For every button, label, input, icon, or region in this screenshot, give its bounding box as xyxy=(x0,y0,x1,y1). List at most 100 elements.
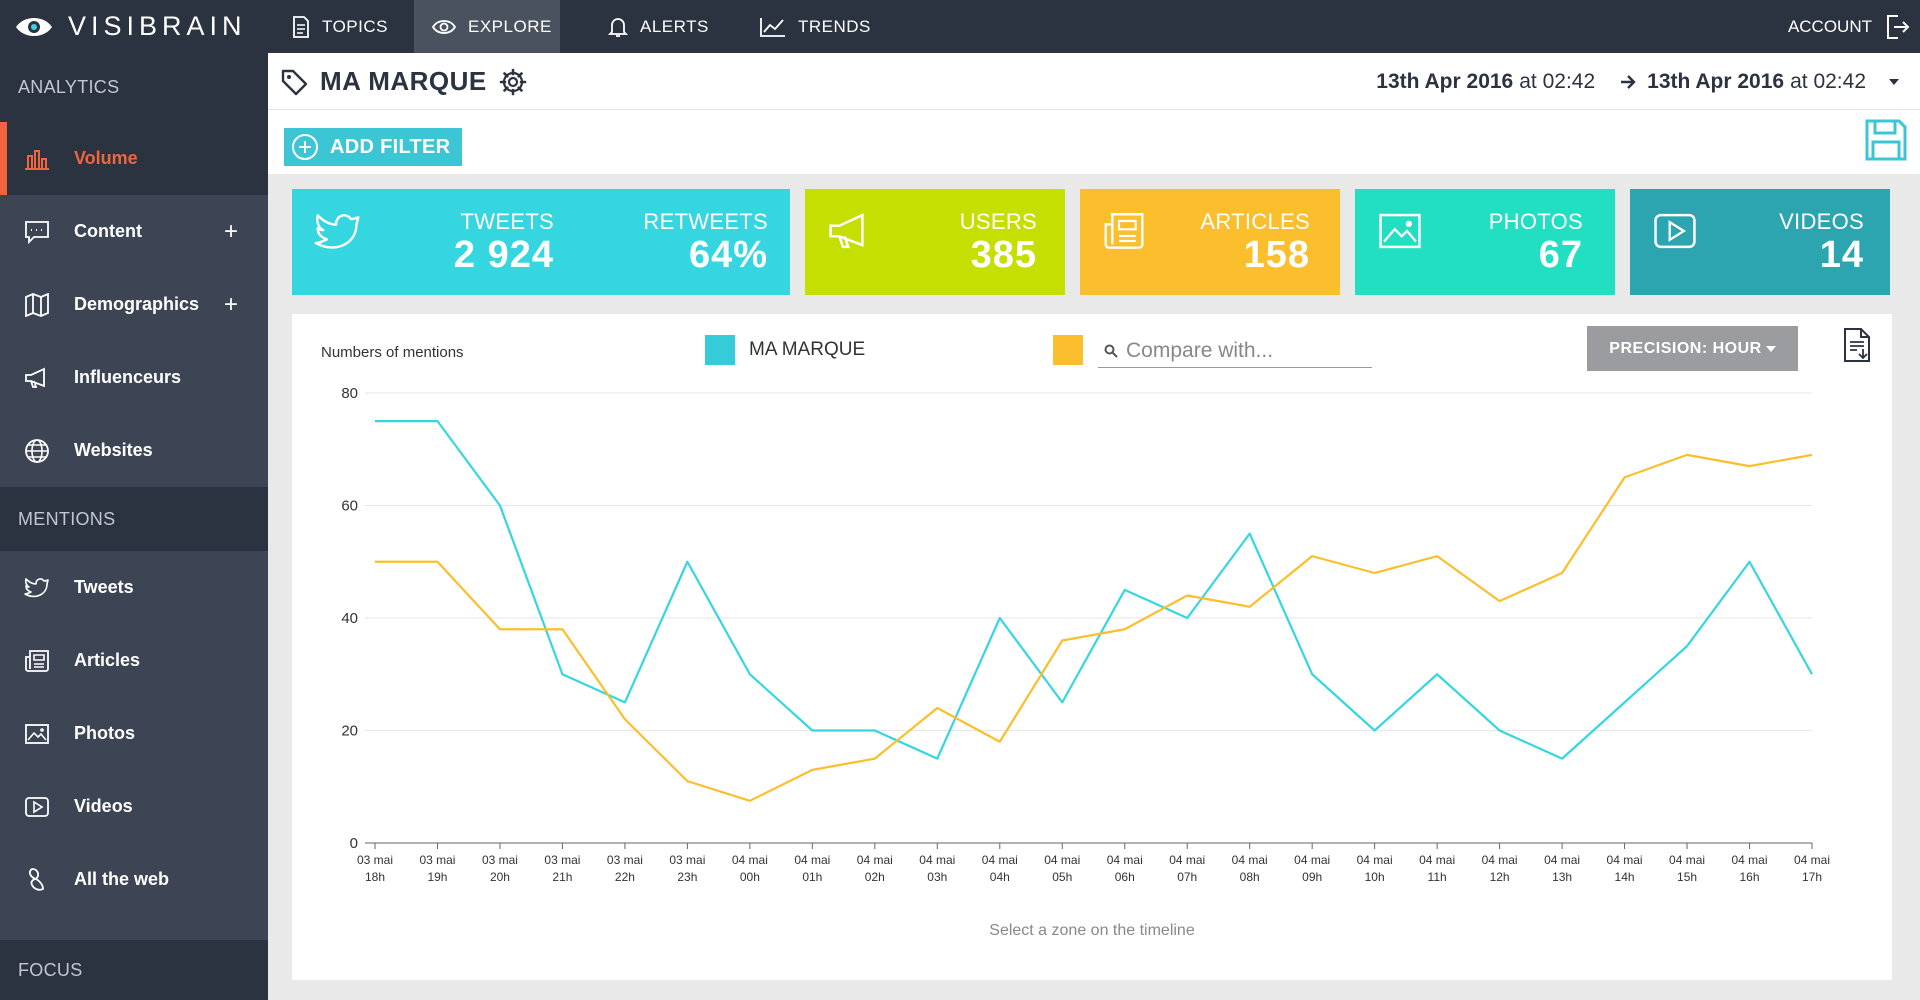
image-icon xyxy=(1379,213,1421,249)
x-tick-label-hour: 20h xyxy=(490,870,510,884)
kpi-value: 14 xyxy=(1819,234,1864,276)
x-tick-label-hour: 16h xyxy=(1740,870,1760,884)
kpi-card-videos[interactable]: VIDEOS 14 xyxy=(1630,189,1890,295)
logo[interactable]: VISIBRAIN xyxy=(14,0,247,53)
bell-icon xyxy=(608,17,628,37)
gear-icon[interactable] xyxy=(499,68,527,96)
sidebar-item-influenceurs[interactable]: Influenceurs xyxy=(0,341,268,414)
x-tick-label-hour: 00h xyxy=(740,870,760,884)
sidebar-item-all-the-web[interactable]: All the web xyxy=(0,843,268,916)
x-tick-label-hour: 17h xyxy=(1802,870,1822,884)
x-tick-label-hour: 01h xyxy=(802,870,822,884)
x-tick-label-hour: 23h xyxy=(677,870,697,884)
logo-text: VISIBRAIN xyxy=(68,11,247,41)
export-document-icon[interactable] xyxy=(1843,327,1871,363)
time-from: at 02:42 xyxy=(1519,69,1596,93)
chat-icon xyxy=(22,217,52,247)
arrow-right-icon xyxy=(1621,74,1636,89)
compare-search-input[interactable]: Compare with... xyxy=(1098,334,1372,368)
x-tick-label-hour: 22h xyxy=(615,870,635,884)
x-tick-label-date: 04 mai xyxy=(857,853,893,867)
sidebar-item-label: Websites xyxy=(74,440,153,460)
nav-trends[interactable]: TRENDS xyxy=(760,0,871,53)
trend-line-icon xyxy=(760,17,785,37)
kpi-label: TWEETS xyxy=(460,209,554,234)
kpi-label: RETWEETS xyxy=(643,209,768,234)
x-tick-label-hour: 21h xyxy=(552,870,572,884)
sidebar-item-content[interactable]: Content + xyxy=(0,195,268,268)
x-tick-label-date: 03 mai xyxy=(607,853,643,867)
sidebar-item-videos[interactable]: Videos xyxy=(0,770,268,843)
twitter-icon xyxy=(22,573,52,603)
sidebar-item-articles[interactable]: Articles xyxy=(0,624,268,697)
x-tick-label-hour: 19h xyxy=(427,870,447,884)
legend-item-main[interactable]: MA MARQUE xyxy=(705,335,865,365)
legend-label-main: MA MARQUE xyxy=(749,339,866,360)
x-tick-label-date: 03 mai xyxy=(669,853,705,867)
nav-alerts[interactable]: ALERTS xyxy=(608,0,709,53)
save-icon[interactable] xyxy=(1864,118,1908,162)
x-tick-label-date: 03 mai xyxy=(419,853,455,867)
page-title-text: MA MARQUE xyxy=(320,66,487,96)
top-navbar: VISIBRAIN TOPICS EXPLORE ALERTS TRENDS A… xyxy=(0,0,1920,53)
legend-swatch-main xyxy=(705,335,735,365)
x-tick-label-date: 04 mai xyxy=(1044,853,1080,867)
y-axis-title: Numbers of mentions xyxy=(321,344,464,361)
x-tick-label-date: 03 mai xyxy=(482,853,518,867)
kpi-value: 64% xyxy=(688,234,768,276)
nav-explore-label: EXPLORE xyxy=(468,16,552,36)
precision-dropdown[interactable]: PRECISION: HOUR xyxy=(1587,326,1798,371)
expand-plus-icon[interactable]: + xyxy=(223,217,238,245)
x-tick-label-hour: 08h xyxy=(1240,870,1260,884)
x-tick-label-hour: 07h xyxy=(1177,870,1197,884)
sidebar-item-tweets[interactable]: Tweets xyxy=(0,551,268,624)
x-tick-label-hour: 06h xyxy=(1115,870,1135,884)
sidebar-item-photos[interactable]: Photos xyxy=(0,697,268,770)
x-tick-label-date: 04 mai xyxy=(1419,853,1455,867)
sidebar: ANALYTICS Volume Content + Demographics … xyxy=(0,53,268,1000)
series-line-main xyxy=(375,420,1813,760)
kpi-retweets: RETWEETS 64% xyxy=(643,209,768,275)
x-tick-label-date: 04 mai xyxy=(1294,853,1330,867)
account-menu[interactable]: ACCOUNT xyxy=(1788,0,1910,53)
precision-label: PRECISION: HOUR xyxy=(1609,339,1762,357)
kpi-value: 158 xyxy=(1243,234,1310,276)
chevron-down-icon xyxy=(1889,78,1899,85)
caret-down-icon xyxy=(1765,345,1776,352)
kpi-tweets: TWEETS 2 924 xyxy=(454,209,554,275)
x-tick-label-date: 04 mai xyxy=(1169,853,1205,867)
nav-explore[interactable]: EXPLORE xyxy=(414,0,560,53)
sidebar-item-demographics[interactable]: Demographics + xyxy=(0,268,268,341)
y-tick-label: 0 xyxy=(350,835,358,852)
megaphone-icon xyxy=(22,363,52,393)
expand-plus-icon[interactable]: + xyxy=(223,290,238,318)
nav-alerts-label: ALERTS xyxy=(640,16,709,36)
kpi-card-tweets[interactable]: TWEETS 2 924 RETWEETS 64% xyxy=(292,189,790,295)
kpi-articles: ARTICLES 158 xyxy=(1200,209,1310,275)
x-tick-label-hour: 11h xyxy=(1428,870,1447,884)
date-from: 13th Apr 2016 xyxy=(1376,69,1514,93)
x-tick-label-date: 04 mai xyxy=(1794,853,1830,867)
mentions-line-chart[interactable]: 0 20 40 60 80 03 mai 18h 03 mai 19h 03 mai 20h 03 m… xyxy=(292,314,1892,980)
kpi-value: 2 924 xyxy=(453,234,554,276)
legend-swatch-compare xyxy=(1053,335,1083,365)
megaphone-icon xyxy=(829,213,864,249)
account-label: ACCOUNT xyxy=(1787,16,1872,36)
nav-topics[interactable]: TOPICS xyxy=(280,0,400,53)
image-icon xyxy=(22,719,52,749)
x-tick-label-date: 03 mai xyxy=(544,853,580,867)
kpi-card-photos[interactable]: PHOTOS 67 xyxy=(1355,189,1615,295)
x-tick-label-hour: 04h xyxy=(990,870,1010,884)
date-range-picker[interactable]: 13th Apr 2016 at 02:42 13th Apr 2016 at … xyxy=(1376,53,1900,110)
kpi-card-articles[interactable]: ARTICLES 158 xyxy=(1080,189,1340,295)
map-icon xyxy=(22,290,52,320)
kpi-card-users[interactable]: USERS 385 xyxy=(805,189,1065,295)
x-tick-label-date: 04 mai xyxy=(794,853,830,867)
sidebar-item-label: Content xyxy=(74,221,142,241)
x-tick-label-date: 04 mai xyxy=(919,853,955,867)
sidebar-item-websites[interactable]: Websites xyxy=(0,414,268,487)
add-filter-button[interactable]: ADD FILTER xyxy=(284,128,462,166)
y-tick-label: 20 xyxy=(341,723,358,740)
kpi-photos: PHOTOS 67 xyxy=(1489,209,1583,275)
sidebar-item-volume[interactable]: Volume xyxy=(0,122,268,195)
